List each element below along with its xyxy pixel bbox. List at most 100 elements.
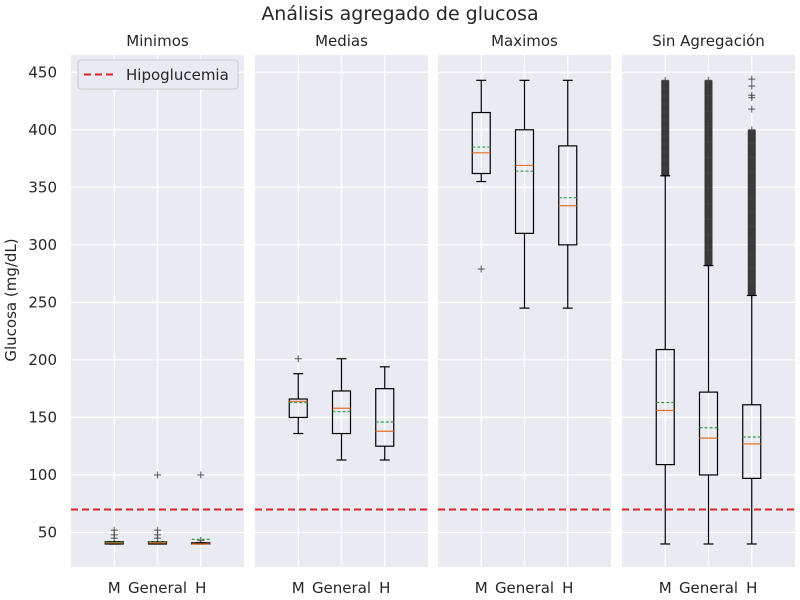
y-tick-label: 150 — [28, 408, 57, 426]
figure-title: Análisis agregado de glucosa — [261, 3, 538, 25]
panel-2: Maximos M General H — [438, 32, 611, 597]
box-H — [191, 471, 211, 545]
iqr-box — [698, 391, 719, 476]
x-tick-label: M — [292, 579, 305, 597]
outlier-marker — [748, 250, 756, 258]
outlier-marker — [661, 100, 669, 108]
outlier-marker — [748, 278, 756, 286]
outlier-marker — [705, 246, 712, 254]
legend-hipoglucemia-label: Hipoglucemia — [126, 66, 229, 84]
outlier-marker — [705, 200, 712, 208]
outlier-marker — [748, 167, 756, 175]
panel-title: Medias — [315, 32, 368, 50]
outlier-marker — [748, 236, 756, 244]
outlier-marker — [705, 123, 712, 131]
box-M — [104, 526, 124, 545]
x-tick-label: General — [679, 579, 738, 597]
outlier-marker — [661, 92, 669, 100]
y-tick-label: 50 — [38, 523, 57, 541]
outlier-marker — [705, 153, 712, 161]
box-H — [558, 79, 578, 309]
outlier-marker — [661, 108, 669, 116]
outlier-marker — [748, 105, 756, 113]
outlier-marker — [705, 169, 712, 177]
outlier-marker — [661, 164, 669, 172]
outlier-marker — [748, 209, 756, 217]
box-M — [471, 79, 491, 273]
y-tick-label: 200 — [28, 351, 57, 369]
outlier-marker — [705, 215, 712, 223]
x-tick-label: General — [128, 579, 187, 597]
y-tick-label: 300 — [28, 236, 57, 254]
panel-0: Minimos M General H — [71, 32, 244, 597]
x-tick-label: General — [312, 579, 371, 597]
outlier-marker — [748, 75, 756, 83]
outlier-marker — [661, 76, 669, 84]
outlier-marker — [748, 222, 756, 230]
x-tick-label: M — [659, 579, 672, 597]
box-General — [331, 358, 352, 461]
outlier-marker — [748, 82, 756, 90]
x-tick-label: H — [562, 579, 573, 597]
outlier-marker — [705, 92, 712, 100]
x-tick-label: H — [746, 579, 757, 597]
y-axis-label: Glucosa (mg/dL) — [2, 238, 20, 361]
iqr-box — [288, 398, 308, 419]
y-tick-label: 350 — [28, 178, 57, 196]
iqr-box — [742, 404, 762, 480]
box-M — [655, 76, 675, 545]
outlier-marker — [705, 76, 712, 84]
outlier-marker — [477, 265, 485, 273]
outlier-marker — [661, 84, 669, 92]
outlier-marker — [661, 116, 669, 124]
outlier-marker — [748, 181, 756, 189]
outlier-marker — [748, 264, 756, 272]
box-General — [698, 76, 719, 545]
outlier-marker — [748, 91, 756, 99]
outlier-marker — [110, 526, 118, 534]
y-tick-label: 100 — [28, 466, 57, 484]
outlier-marker — [748, 153, 756, 161]
iqr-box — [558, 145, 578, 246]
x-tick-label: M — [108, 579, 121, 597]
legend: Hipoglucemia — [77, 59, 239, 90]
outlier-marker — [748, 195, 756, 203]
outlier-marker — [705, 138, 712, 146]
y-tick-label: 450 — [28, 63, 57, 81]
box-M — [288, 355, 308, 435]
box-General — [514, 79, 535, 309]
outlier-marker — [705, 107, 712, 115]
outlier-marker — [705, 184, 712, 192]
panel-title: Sin Agregación — [652, 32, 765, 50]
outlier-marker — [661, 140, 669, 148]
panel-3: Sin Agregación M General H — [622, 32, 795, 597]
box-H — [742, 75, 762, 545]
outlier-marker — [661, 124, 669, 132]
outlier-marker — [154, 526, 161, 534]
iqr-box — [514, 129, 535, 234]
outlier-marker — [705, 231, 712, 239]
outlier-marker — [661, 132, 669, 140]
outlier-marker — [197, 471, 205, 479]
box-General — [147, 471, 168, 545]
outlier-marker — [661, 156, 669, 164]
y-tick-label: 400 — [28, 121, 57, 139]
panel-1: Medias M General H — [255, 32, 428, 597]
x-tick-label: General — [495, 579, 554, 597]
panel-title: Maximos — [491, 32, 558, 50]
iqr-box — [375, 388, 395, 447]
outlier-marker — [661, 148, 669, 156]
box-H — [375, 366, 395, 461]
x-tick-label: H — [379, 579, 390, 597]
outlier-marker — [748, 126, 756, 134]
iqr-box — [471, 111, 491, 175]
outlier-marker — [294, 355, 302, 363]
iqr-box — [655, 348, 675, 466]
x-tick-label: H — [195, 579, 206, 597]
legend-frame — [77, 59, 239, 90]
panel-title: Minimos — [126, 32, 189, 50]
x-tick-label: M — [475, 579, 488, 597]
outlier-marker — [154, 471, 161, 479]
